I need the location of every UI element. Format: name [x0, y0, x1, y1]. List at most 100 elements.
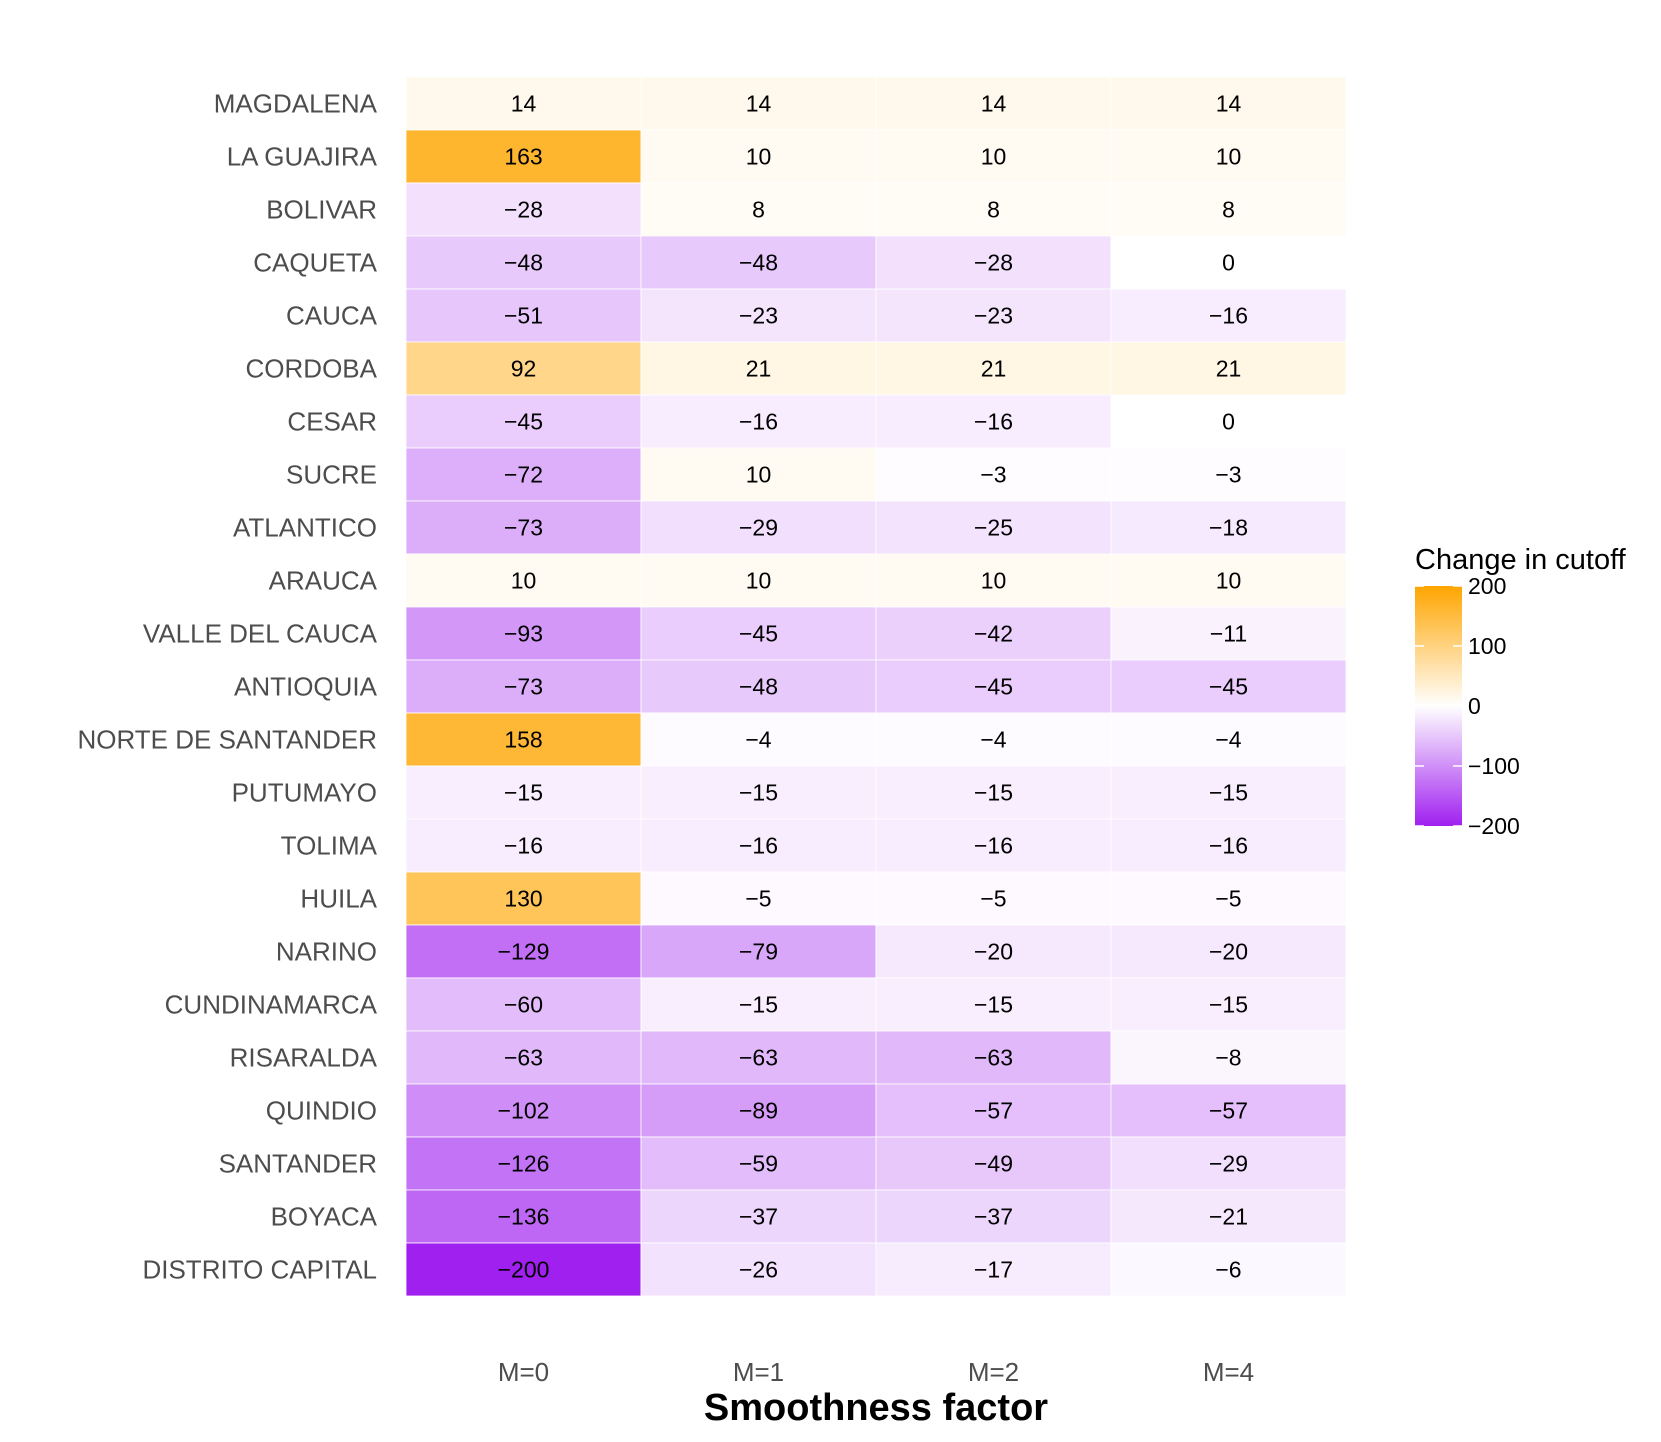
legend-tick-label: 100 [1468, 633, 1506, 659]
heatmap-cell [640, 977, 877, 1032]
row-label: NARINO [276, 937, 377, 967]
cell-value-label: −45 [1209, 674, 1248, 700]
heatmap-cell [640, 76, 877, 131]
heatmap-cell [1110, 1030, 1347, 1085]
row-label: CAQUETA [253, 248, 377, 278]
cell-value-label: 10 [746, 568, 772, 594]
cell-value-label: −45 [739, 621, 778, 647]
cell-value-label: −16 [739, 833, 778, 859]
cell-value-label: −37 [974, 1204, 1013, 1230]
heatmap-cell [640, 659, 877, 714]
cell-value-label: −57 [1209, 1098, 1248, 1124]
cell-value-label: −29 [739, 515, 778, 541]
heatmap-cell [1110, 341, 1347, 396]
heatmap-cell [405, 129, 642, 184]
heatmap-cell [405, 288, 642, 343]
heatmap-cell [1110, 288, 1347, 343]
legend-ticks: 200 100 0 −100 −200 [1415, 573, 1520, 839]
cell-value-label: −28 [504, 197, 543, 223]
cell-value-label: 10 [746, 462, 772, 488]
cell-value-label: −63 [739, 1045, 778, 1071]
cell-value-label: −200 [498, 1257, 550, 1283]
cell-value-label: −59 [739, 1151, 778, 1177]
row-label: SUCRE [286, 460, 377, 490]
cell-value-label: −6 [1215, 1257, 1241, 1283]
heatmap-cell [1110, 871, 1347, 926]
heatmap-cell [405, 1242, 642, 1297]
heatmap-cells: 14 14 14 14 163 10 10 10 −28 8 8 8 −48 −48 −28 0 −51 −23 −… [405, 76, 1347, 1297]
cell-value-label: −15 [739, 780, 778, 806]
heatmap-cell [1110, 659, 1347, 714]
cell-value-label: −15 [974, 780, 1013, 806]
cell-value-label: −63 [504, 1045, 543, 1071]
column-label: M=1 [733, 1357, 784, 1387]
cell-value-label: −57 [974, 1098, 1013, 1124]
legend-tick-label: 0 [1468, 693, 1481, 719]
column-label: M=2 [968, 1357, 1019, 1387]
heatmap-cell [1110, 129, 1347, 184]
cell-value-label: −15 [974, 992, 1013, 1018]
cell-value-label: 0 [1222, 250, 1235, 276]
heatmap-cell [1110, 182, 1347, 237]
heatmap-cell [640, 129, 877, 184]
heatmap-cell [405, 553, 642, 608]
cell-value-label: 21 [746, 356, 772, 382]
heatmap-cell [1110, 500, 1347, 555]
heatmap-cell [405, 1136, 642, 1191]
heatmap-cell [875, 1242, 1112, 1297]
heatmap-cell [875, 76, 1112, 131]
heatmap-cell [1110, 76, 1347, 131]
cell-value-label: −73 [504, 674, 543, 700]
cell-value-label: 10 [981, 568, 1007, 594]
heatmap-cell [875, 659, 1112, 714]
row-label: ATLANTICO [233, 513, 377, 543]
cell-value-label: −3 [1215, 462, 1241, 488]
heatmap-cell [875, 394, 1112, 449]
cell-value-label: −5 [980, 886, 1006, 912]
cell-value-label: 10 [981, 144, 1007, 170]
heatmap-cell [405, 235, 642, 290]
cell-value-label: −17 [974, 1257, 1013, 1283]
heatmap-cell [875, 1189, 1112, 1244]
heatmap-cell [640, 712, 877, 767]
cell-value-label: −11 [1210, 621, 1247, 647]
cell-value-label: 10 [746, 144, 772, 170]
row-label: RISARALDA [230, 1043, 378, 1073]
heatmap-cell [640, 288, 877, 343]
heatmap-cell [1110, 1136, 1347, 1191]
cell-value-label: 0 [1222, 409, 1235, 435]
heatmap-cell [640, 1083, 877, 1138]
heatmap-cell [640, 871, 877, 926]
legend-tick-label: −200 [1468, 813, 1520, 839]
cell-value-label: −72 [504, 462, 543, 488]
cell-value-label: −16 [504, 833, 543, 859]
heatmap-cell [1110, 977, 1347, 1032]
cell-value-label: −42 [974, 621, 1013, 647]
row-label: VALLE DEL CAUCA [143, 619, 378, 649]
cell-value-label: −16 [1209, 303, 1248, 329]
cell-value-label: −126 [498, 1151, 550, 1177]
cell-value-label: −15 [739, 992, 778, 1018]
cell-value-label: −28 [974, 250, 1013, 276]
heatmap-cell [405, 1189, 642, 1244]
row-label: BOYACA [271, 1202, 378, 1232]
cell-value-label: 158 [504, 727, 542, 753]
heatmap-cell [875, 924, 1112, 979]
cell-value-label: −49 [974, 1151, 1013, 1177]
cell-value-label: −8 [1215, 1045, 1241, 1071]
row-label: LA GUAJIRA [227, 142, 378, 172]
row-label: HUILA [300, 884, 377, 914]
heatmap-cell [875, 1136, 1112, 1191]
cell-value-label: −16 [739, 409, 778, 435]
x-axis-title: Smoothness factor [704, 1387, 1048, 1429]
cell-value-label: −45 [504, 409, 543, 435]
row-label: ANTIOQUIA [234, 672, 378, 702]
heatmap-cell [1110, 606, 1347, 661]
heatmap-cell [875, 606, 1112, 661]
cell-value-label: −5 [1215, 886, 1241, 912]
cell-value-label: −15 [1209, 992, 1248, 1018]
cell-value-label: −102 [498, 1098, 550, 1124]
row-label: TOLIMA [281, 831, 378, 861]
row-label: MAGDALENA [214, 89, 378, 119]
cell-value-label: 14 [981, 91, 1007, 117]
